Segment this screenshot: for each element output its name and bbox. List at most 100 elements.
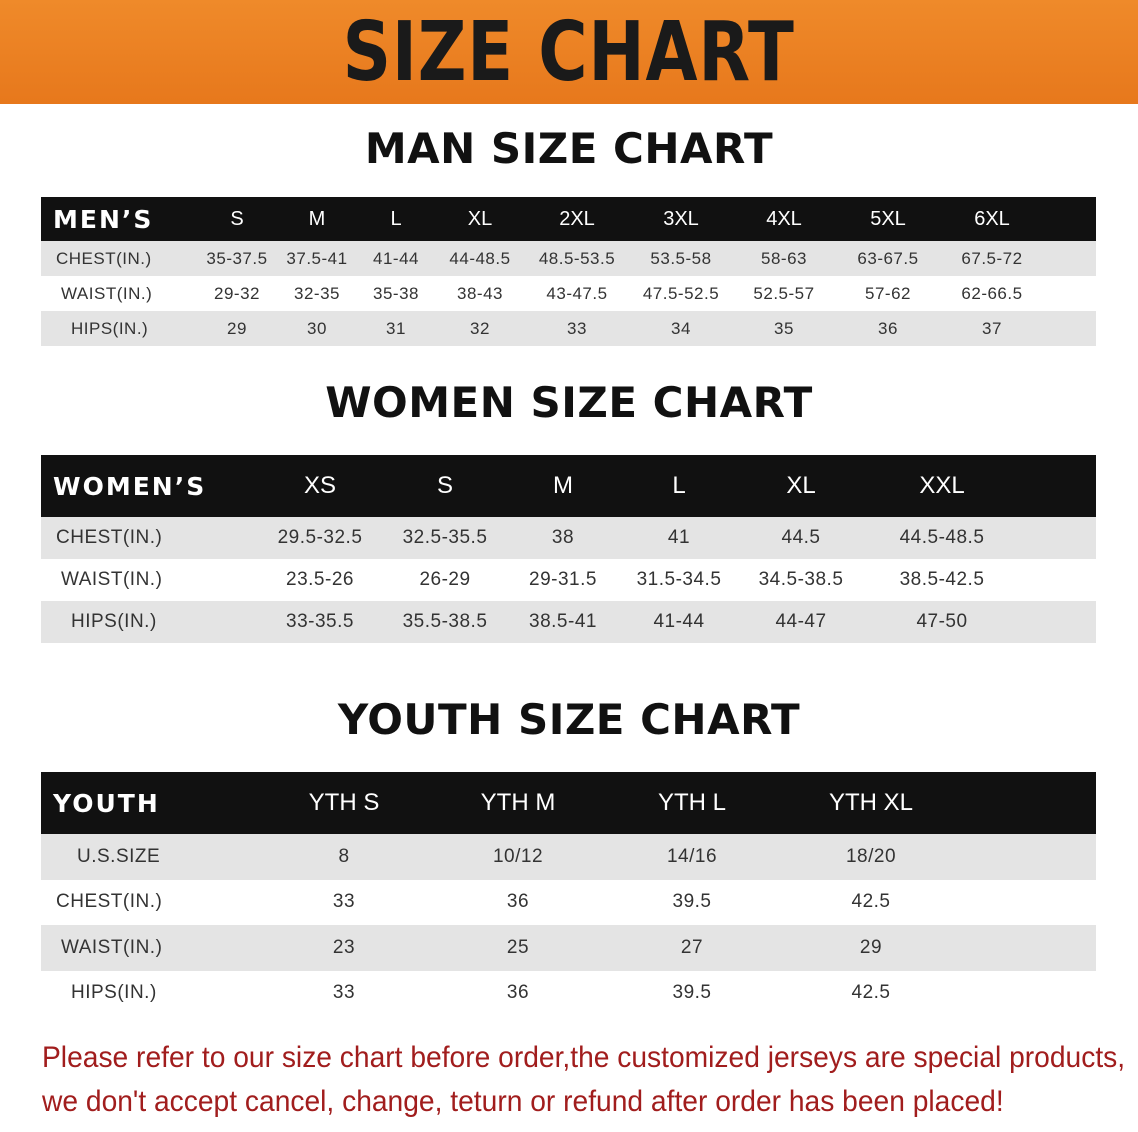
table-cell: 25 — [432, 925, 604, 971]
men-size-2xl: 2XL — [524, 197, 630, 241]
table-cell: 23 — [256, 925, 432, 971]
table-cell: 62-66.5 — [940, 276, 1044, 311]
row-label: CHEST(IN.) — [41, 879, 256, 925]
table-cell-spacer — [962, 879, 1096, 925]
table-cell: 42.5 — [780, 970, 962, 1016]
table-cell: 31.5-34.5 — [620, 559, 738, 601]
size-chart-banner: SIZE CHART — [0, 0, 1138, 104]
row-label: HIPS(IN.) — [41, 970, 256, 1016]
men-waist-row: WAIST(IN.) 29-32 32-35 35-38 38-43 43-47… — [41, 276, 1096, 311]
men-hips-row: HIPS(IN.) 29 30 31 32 33 34 35 36 37 — [41, 311, 1096, 346]
table-cell: 57-62 — [836, 276, 940, 311]
table-cell: 42.5 — [780, 879, 962, 925]
table-cell: 31 — [356, 311, 436, 346]
women-header-label: WOMEN’S — [41, 455, 256, 517]
table-cell: 8 — [256, 834, 432, 880]
table-cell: 26-29 — [384, 559, 506, 601]
table-cell: 23.5-26 — [256, 559, 384, 601]
table-cell: 39.5 — [604, 879, 780, 925]
table-cell: 35-37.5 — [196, 241, 278, 276]
men-size-3xl: 3XL — [630, 197, 732, 241]
women-hips-row: HIPS(IN.) 33-35.5 35.5-38.5 38.5-41 41-4… — [41, 601, 1096, 643]
men-size-l: L — [356, 197, 436, 241]
men-section-title: MAN SIZE CHART — [364, 124, 774, 173]
row-label: WAIST(IN.) — [41, 559, 256, 601]
table-cell-spacer — [1044, 241, 1096, 276]
table-cell: 37 — [940, 311, 1044, 346]
table-cell: 63-67.5 — [836, 241, 940, 276]
table-cell-spacer — [962, 970, 1096, 1016]
youth-size-table: YOUTH YTH S YTH M YTH L YTH XL U.S.SIZE … — [41, 772, 1096, 1016]
row-label: WAIST(IN.) — [41, 276, 196, 311]
women-waist-row: WAIST(IN.) 23.5-26 26-29 29-31.5 31.5-34… — [41, 559, 1096, 601]
table-cell: 47-50 — [864, 601, 1020, 643]
table-cell: 29.5-32.5 — [256, 517, 384, 559]
notice-line-2: we don't accept cancel, change, teturn o… — [42, 1085, 1004, 1118]
men-header-spacer — [1044, 197, 1096, 241]
table-cell: 32-35 — [278, 276, 356, 311]
row-label: CHEST(IN.) — [41, 241, 196, 276]
youth-header-row: YOUTH YTH S YTH M YTH L YTH XL — [41, 772, 1096, 834]
men-header-row: MEN’S S M L XL 2XL 3XL 4XL 5XL 6XL — [41, 197, 1096, 241]
table-cell: 38-43 — [436, 276, 524, 311]
women-size-s: S — [384, 455, 506, 517]
table-cell: 34 — [630, 311, 732, 346]
table-cell: 38.5-42.5 — [864, 559, 1020, 601]
youth-header-label: YOUTH — [41, 772, 256, 834]
table-cell: 44.5-48.5 — [864, 517, 1020, 559]
table-cell: 41-44 — [356, 241, 436, 276]
table-cell: 33-35.5 — [256, 601, 384, 643]
men-size-4xl: 4XL — [732, 197, 836, 241]
table-cell: 18/20 — [780, 834, 962, 880]
table-cell: 48.5-53.5 — [524, 241, 630, 276]
women-section-title: WOMEN SIZE CHART — [325, 378, 813, 427]
table-cell: 67.5-72 — [940, 241, 1044, 276]
women-header-row: WOMEN’S XS S M L XL XXL — [41, 455, 1096, 517]
men-size-m: M — [278, 197, 356, 241]
table-cell: 38 — [506, 517, 620, 559]
table-cell-spacer — [1020, 559, 1096, 601]
men-size-xl: XL — [436, 197, 524, 241]
men-size-s: S — [196, 197, 278, 241]
women-size-xs: XS — [256, 455, 384, 517]
table-cell: 41 — [620, 517, 738, 559]
women-size-m: M — [506, 455, 620, 517]
table-cell: 44-47 — [738, 601, 864, 643]
table-cell: 29 — [196, 311, 278, 346]
table-cell: 39.5 — [604, 970, 780, 1016]
table-cell: 58-63 — [732, 241, 836, 276]
table-cell: 47.5-52.5 — [630, 276, 732, 311]
table-cell: 36 — [432, 879, 604, 925]
row-label: WAIST(IN.) — [41, 925, 256, 971]
men-header-label: MEN’S — [41, 197, 196, 241]
men-size-table: MEN’S S M L XL 2XL 3XL 4XL 5XL 6XL CHEST… — [41, 197, 1096, 346]
notice-line-1: Please refer to our size chart before or… — [42, 1041, 1126, 1074]
table-cell: 14/16 — [604, 834, 780, 880]
table-cell: 36 — [432, 970, 604, 1016]
table-cell: 44.5 — [738, 517, 864, 559]
table-cell: 34.5-38.5 — [738, 559, 864, 601]
youth-size-s: YTH S — [256, 772, 432, 834]
table-cell: 35-38 — [356, 276, 436, 311]
table-cell: 53.5-58 — [630, 241, 732, 276]
table-cell: 27 — [604, 925, 780, 971]
table-cell: 35 — [732, 311, 836, 346]
table-cell: 29 — [780, 925, 962, 971]
table-cell-spacer — [1044, 276, 1096, 311]
youth-section-title: YOUTH SIZE CHART — [337, 695, 801, 744]
table-cell: 35.5-38.5 — [384, 601, 506, 643]
youth-size-m: YTH M — [432, 772, 604, 834]
women-size-xxl: XXL — [864, 455, 1020, 517]
table-cell: 10/12 — [432, 834, 604, 880]
table-cell: 33 — [256, 970, 432, 1016]
youth-hips-row: HIPS(IN.) 33 36 39.5 42.5 — [41, 970, 1096, 1016]
table-cell: 29-32 — [196, 276, 278, 311]
order-notice: Please refer to our size chart before or… — [42, 1036, 1126, 1124]
youth-waist-row: WAIST(IN.) 23 25 27 29 — [41, 925, 1096, 971]
table-cell-spacer — [962, 925, 1096, 971]
row-label: HIPS(IN.) — [41, 601, 256, 643]
table-cell-spacer — [1020, 517, 1096, 559]
youth-header-spacer — [962, 772, 1096, 834]
youth-chest-row: CHEST(IN.) 33 36 39.5 42.5 — [41, 879, 1096, 925]
table-cell: 36 — [836, 311, 940, 346]
